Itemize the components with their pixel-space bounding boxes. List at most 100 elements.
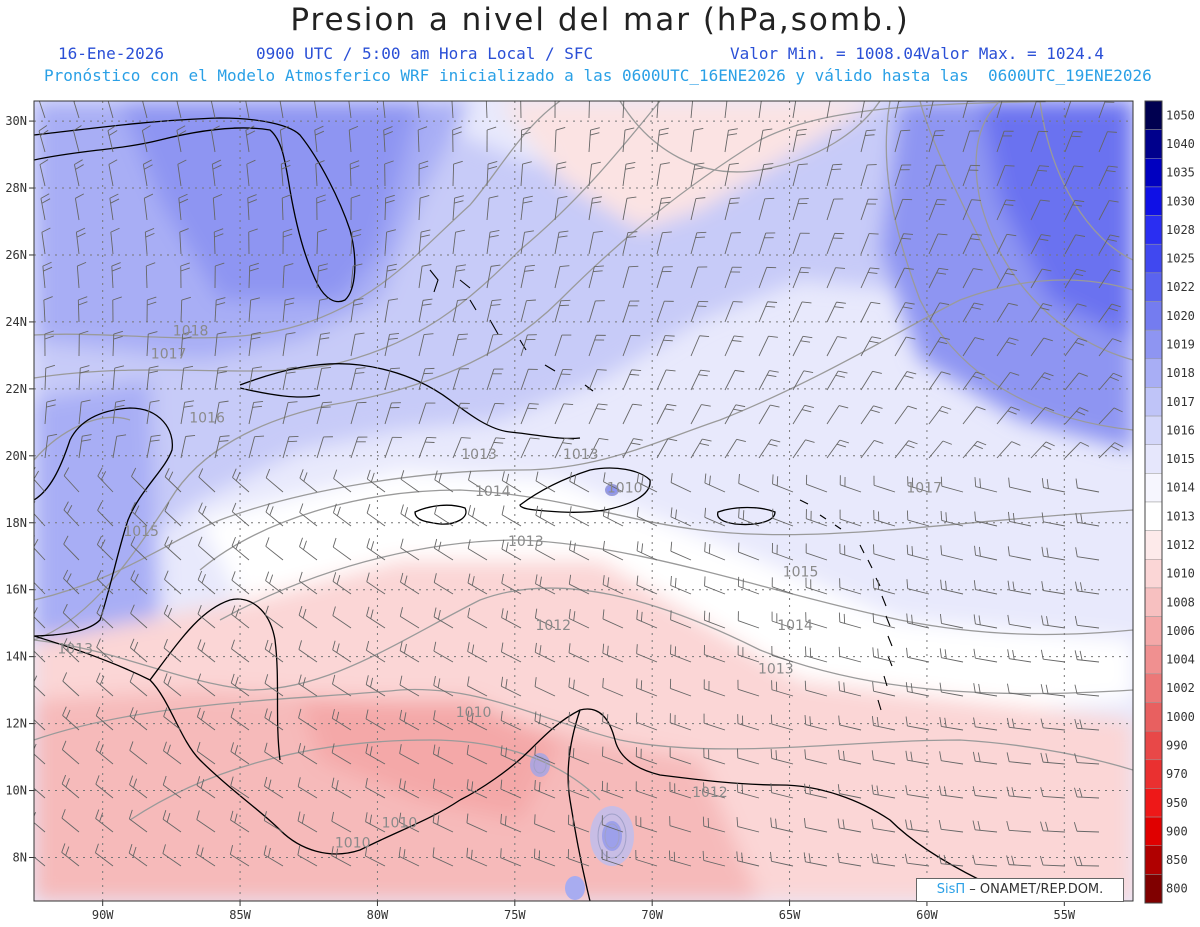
wind-barb xyxy=(568,711,590,731)
wind-barb xyxy=(180,296,191,323)
wind-barb xyxy=(314,101,318,119)
wind-barb xyxy=(78,365,90,391)
wind-barb xyxy=(34,603,46,629)
wind-barb xyxy=(860,405,883,425)
wind-barb xyxy=(96,535,114,561)
wind-barb xyxy=(164,536,182,561)
wind-barb xyxy=(792,101,797,119)
wind-barb xyxy=(635,781,658,799)
wind-barb xyxy=(350,401,367,425)
wind-barb xyxy=(996,165,1015,187)
wind-barb xyxy=(906,544,930,561)
wind-barb xyxy=(61,740,80,765)
colorbar-swatch xyxy=(1144,215,1163,245)
wind-barb xyxy=(350,332,365,357)
wind-barb xyxy=(231,639,250,663)
wind-barb xyxy=(164,570,182,595)
wind-barb xyxy=(44,330,54,357)
wind-barb xyxy=(724,404,746,425)
wind-barb xyxy=(973,717,998,731)
wind-barb xyxy=(452,437,471,459)
wind-barb xyxy=(365,709,386,731)
wind-barb xyxy=(331,709,352,731)
wind-barb xyxy=(501,608,522,629)
wind-barb xyxy=(1006,717,1032,731)
wind-barb xyxy=(690,335,710,357)
wind-barb xyxy=(112,434,127,459)
wind-barb xyxy=(62,672,80,697)
wind-barb xyxy=(1074,718,1100,731)
lon-tick-label: 70W xyxy=(641,908,663,922)
wind-barb xyxy=(636,541,658,561)
wind-barb xyxy=(534,677,556,697)
wind-barb xyxy=(34,675,46,697)
wind-barb xyxy=(554,265,570,289)
wind-barb xyxy=(1006,752,1032,765)
colorbar-swatch xyxy=(1144,730,1163,761)
wind-barb xyxy=(146,365,159,391)
wind-barb xyxy=(164,502,182,527)
colorbar-label: 850 xyxy=(1166,853,1188,867)
wind-barb xyxy=(332,606,352,629)
wind-barb xyxy=(180,435,196,459)
wind-barb xyxy=(996,199,1016,221)
wind-barb xyxy=(758,163,774,187)
wind-barb xyxy=(996,406,1020,425)
wind-barb xyxy=(1007,546,1032,561)
wind-barb xyxy=(384,160,394,187)
wind-barb xyxy=(636,506,658,527)
wind-barb xyxy=(196,844,216,867)
wind-barb xyxy=(452,126,462,153)
wind-barb xyxy=(996,441,1021,459)
wind-barb xyxy=(486,230,500,255)
wind-barb xyxy=(996,302,1018,323)
wind-barb xyxy=(1075,478,1100,493)
wind-barb xyxy=(467,642,488,663)
wind-barb xyxy=(264,639,284,663)
colorbar-label: 1035 xyxy=(1166,166,1195,180)
sistpi-logo: SisΠ xyxy=(936,882,966,897)
wind-barb xyxy=(690,300,709,323)
wind-barb xyxy=(451,101,454,119)
wind-barb xyxy=(213,228,224,255)
wind-barb xyxy=(142,159,153,187)
wind-barb xyxy=(145,262,156,289)
wind-barb xyxy=(501,539,522,561)
wind-barb xyxy=(248,400,264,425)
wind-barb xyxy=(384,263,397,289)
wind-barb xyxy=(928,233,948,255)
wind-barb xyxy=(894,405,917,425)
wind-barb xyxy=(418,333,434,357)
wind-barb xyxy=(770,851,794,867)
wind-barb xyxy=(96,570,114,595)
wind-barb xyxy=(1075,547,1100,561)
wind-barb xyxy=(316,263,328,289)
wind-barb xyxy=(690,162,705,187)
colorbar-label: 1000 xyxy=(1166,710,1195,724)
graticule xyxy=(34,101,1133,901)
wind-barb xyxy=(520,334,537,357)
wind-barb xyxy=(131,467,148,493)
wind-barb xyxy=(940,476,964,493)
wind-barb xyxy=(1064,372,1088,391)
wind-barb xyxy=(520,195,533,221)
wind-barb xyxy=(1074,650,1100,663)
wind-barb xyxy=(554,196,568,221)
wind-barb xyxy=(758,266,777,289)
wind-barb xyxy=(297,845,318,867)
wind-barb xyxy=(63,467,80,493)
wind-barb xyxy=(1073,856,1100,867)
wind-barb xyxy=(770,714,794,731)
wind-barb xyxy=(656,127,669,153)
wind-barb xyxy=(704,542,726,561)
wind-barb xyxy=(176,125,187,153)
wind-barb xyxy=(38,101,46,119)
wind-barb xyxy=(520,161,532,187)
wind-barb xyxy=(282,332,296,357)
colorbar-swatch xyxy=(1144,100,1163,130)
wind-barb xyxy=(894,267,914,289)
wind-barb xyxy=(384,367,400,391)
colorbar-label: 1004 xyxy=(1166,653,1195,667)
wind-barb xyxy=(78,399,91,425)
wind-barb xyxy=(568,677,590,697)
